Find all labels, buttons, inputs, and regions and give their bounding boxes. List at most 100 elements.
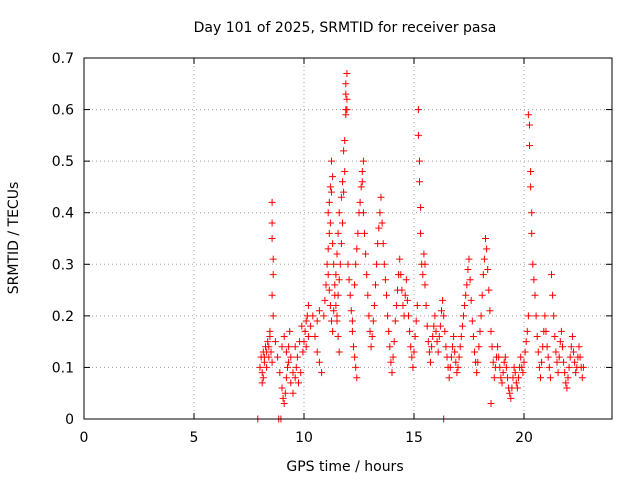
- data-point: [351, 281, 359, 289]
- data-point: [330, 307, 338, 315]
- data-point: [271, 338, 279, 346]
- data-point: [348, 327, 356, 335]
- data-point: [329, 327, 337, 335]
- data-point: [529, 260, 537, 268]
- data-point: [391, 317, 399, 325]
- data-point: [299, 348, 307, 356]
- data-point: [309, 312, 317, 320]
- data-point: [530, 276, 538, 284]
- data-point: [258, 369, 266, 377]
- data-point: [465, 255, 473, 263]
- data-point: [433, 338, 441, 346]
- data-point: [563, 384, 571, 392]
- data-point: [417, 229, 425, 237]
- grid-lines: [84, 58, 612, 419]
- data-point: [403, 296, 411, 304]
- data-point: [269, 271, 277, 279]
- data-point: [466, 276, 474, 284]
- data-point: [519, 369, 527, 377]
- data-point: [500, 358, 508, 366]
- data-point: [452, 358, 460, 366]
- data-point: [304, 302, 312, 310]
- data-point: [342, 90, 350, 98]
- data-point: [469, 332, 477, 340]
- data-point: [340, 147, 348, 155]
- data-point: [438, 307, 445, 315]
- data-point: [575, 343, 583, 351]
- data-point: [268, 291, 276, 299]
- data-point: [268, 198, 276, 206]
- plot-area-border: [83, 57, 613, 420]
- data-point: [422, 302, 430, 310]
- data-point: [430, 322, 438, 330]
- data-point: [556, 338, 564, 346]
- data-point: [313, 317, 321, 325]
- data-point: [476, 327, 484, 335]
- data-point: [527, 167, 535, 175]
- y-tick-label: 0.7: [52, 51, 74, 67]
- data-point: [537, 374, 544, 382]
- data-point: [453, 369, 461, 377]
- data-point: [579, 363, 587, 371]
- data-point: [445, 374, 453, 382]
- y-tick-label: 0.1: [52, 360, 74, 376]
- data-point: [475, 343, 483, 351]
- data-point: [372, 281, 379, 289]
- data-point: [541, 312, 549, 320]
- data-point: [483, 245, 491, 253]
- y-tick-label: 0.5: [52, 154, 74, 170]
- data-point: [471, 348, 478, 356]
- data-point: [545, 363, 553, 371]
- data-point: [315, 358, 323, 366]
- data-point: [460, 312, 467, 320]
- data-point: [485, 286, 493, 294]
- data-point: [281, 389, 289, 397]
- data-point: [564, 374, 572, 382]
- data-point: [278, 343, 286, 351]
- data-point: [386, 343, 394, 351]
- data-point: [528, 229, 536, 237]
- data-point: [353, 245, 361, 253]
- data-point: [353, 374, 361, 382]
- data-point: [263, 363, 271, 371]
- data-point: [318, 369, 326, 377]
- data-point: [494, 343, 502, 351]
- data-point: [412, 317, 420, 325]
- data-point: [434, 348, 442, 356]
- data-point: [399, 302, 407, 310]
- data-point: [380, 260, 388, 268]
- data-point: [311, 332, 319, 340]
- data-point: [517, 353, 525, 361]
- y-tick-label: 0.2: [52, 309, 74, 325]
- data-point: [409, 363, 417, 371]
- data-point: [361, 229, 368, 237]
- chart-title: Day 101 of 2025, SRMTID for receiver pas…: [194, 20, 497, 36]
- data-point: [498, 379, 506, 387]
- data-point: [280, 400, 288, 408]
- y-tick-label: 0.3: [52, 257, 74, 273]
- data-point: [285, 358, 293, 366]
- data-point: [528, 209, 536, 217]
- data-point: [279, 394, 287, 402]
- data-point: [441, 327, 449, 335]
- x-tick-label: 15: [405, 430, 423, 446]
- data-point: [428, 343, 436, 351]
- data-point: [421, 281, 429, 289]
- data-point: [407, 343, 415, 351]
- data-point: [461, 302, 469, 310]
- data-point: [297, 369, 305, 377]
- data-point: [326, 183, 334, 191]
- data-point: [379, 240, 387, 248]
- data-point: [484, 265, 492, 273]
- data-point: [350, 343, 357, 351]
- data-point: [480, 255, 488, 263]
- data-point: [337, 193, 345, 201]
- data-point: [417, 204, 425, 212]
- axis-ticks: 0 5 10 15 20 0 0.1 0.2 0.3 0.4 0.5 0.6 0.7: [52, 51, 612, 446]
- data-point: [313, 348, 321, 356]
- data-point: [265, 343, 273, 351]
- y-axis-label: SRMTID / TECUs: [6, 182, 22, 295]
- data-point: [334, 291, 342, 299]
- data-point: [424, 338, 432, 346]
